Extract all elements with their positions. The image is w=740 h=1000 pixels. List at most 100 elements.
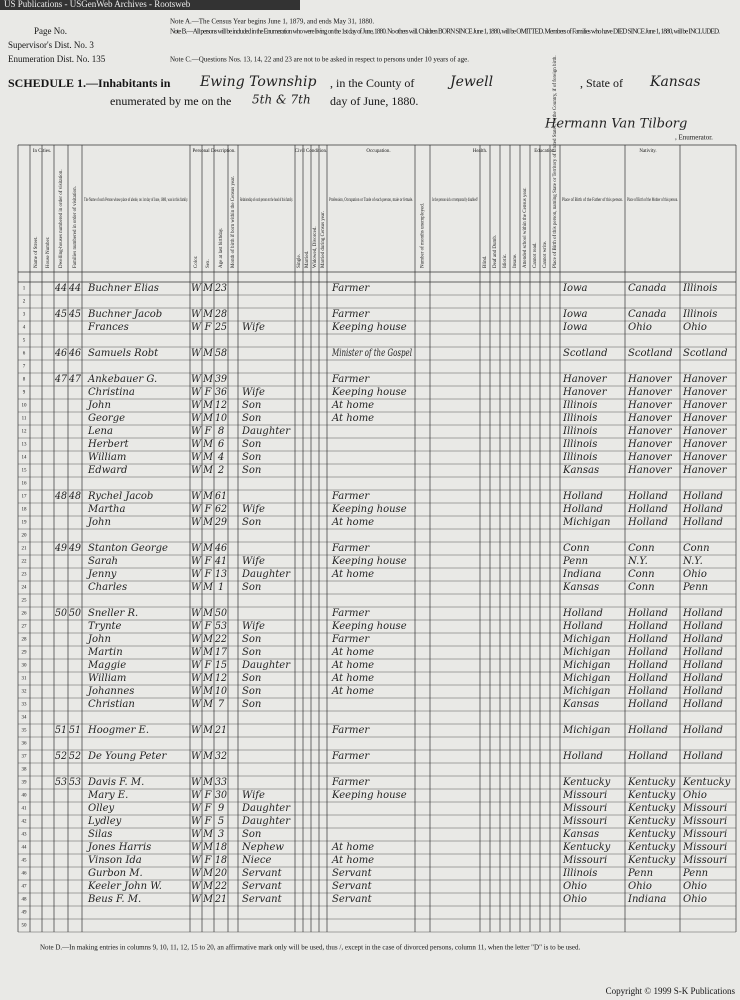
color: W	[191, 699, 202, 710]
color: W	[191, 452, 202, 463]
birthplace: Holland	[562, 751, 603, 762]
line-number: 8	[23, 378, 26, 383]
mother-birthplace: Conn	[683, 543, 710, 554]
line-number: 3	[23, 313, 26, 318]
mother-birthplace: Ohio	[683, 569, 707, 580]
person-name: John	[86, 634, 111, 645]
birthplace: Michigan	[562, 686, 610, 697]
father-birthplace: Hanover	[627, 465, 673, 476]
age: 36	[215, 387, 228, 398]
group-header: Occupation.	[366, 149, 390, 154]
sex: M	[202, 543, 214, 554]
line-number: 15	[22, 469, 28, 474]
column-header: Attended school within the Census year.	[523, 187, 528, 268]
occupation: Farmer	[331, 634, 370, 645]
age: 58	[215, 348, 227, 359]
relationship: Servant	[242, 894, 283, 905]
sex: F	[204, 387, 213, 398]
age: 32	[215, 751, 227, 762]
age: 21	[214, 894, 227, 905]
column-header: Dwelling-houses numbered in order of vis…	[59, 169, 64, 268]
birthplace: Michigan	[562, 673, 610, 684]
color: W	[191, 569, 202, 580]
father-birthplace: Holland	[627, 751, 668, 762]
sex: F	[204, 569, 213, 580]
family: 46	[68, 348, 82, 359]
person-name: Keeler John W.	[87, 881, 162, 892]
mother-birthplace: Penn	[682, 582, 708, 593]
birthplace: Iowa	[562, 322, 588, 333]
mother-birthplace: Holland	[682, 634, 723, 645]
relationship: Daughter	[241, 569, 291, 580]
mother-birthplace: Penn	[682, 868, 708, 879]
sex: F	[204, 855, 213, 866]
color: W	[191, 751, 202, 762]
family: 51	[69, 725, 81, 736]
birthplace: Illinois	[562, 426, 597, 437]
person-name: Christian	[88, 699, 135, 710]
person-name: Davis F. M.	[87, 777, 144, 788]
month: day of June, 1880.	[330, 94, 418, 108]
mother-birthplace: Scotland	[683, 348, 728, 359]
line-number: 36	[22, 742, 28, 747]
line-number: 7	[23, 365, 26, 370]
color: W	[191, 504, 202, 515]
banner: US Publications - USGenWeb Archives - Ro…	[4, 0, 191, 9]
color: W	[191, 348, 202, 359]
group-header: Education.	[534, 149, 556, 154]
person-name: Martha	[87, 504, 125, 515]
age: 12	[215, 400, 227, 411]
person-name: William	[88, 673, 126, 684]
age: 18	[215, 855, 227, 866]
dwelling: 44	[54, 283, 67, 294]
line-number: 39	[22, 781, 28, 786]
birthplace: Indiana	[562, 569, 601, 580]
birthplace: Illinois	[562, 452, 597, 463]
line-number: 35	[22, 729, 28, 734]
mother-birthplace: Holland	[682, 621, 723, 632]
age: 28	[214, 309, 227, 320]
person-name: Ankebauer G.	[87, 374, 157, 385]
relationship: Daughter	[241, 816, 291, 827]
line-number: 37	[22, 755, 28, 760]
relationship: Son	[242, 634, 261, 645]
note-a: Note A.—The Census Year begins June 1, 1…	[170, 18, 374, 26]
father-birthplace: Hanover	[627, 439, 673, 450]
line-number: 26	[22, 612, 28, 617]
column-header: House Number.	[46, 237, 51, 268]
sex: M	[202, 894, 214, 905]
relationship: Son	[242, 465, 261, 476]
age: 53	[215, 621, 227, 632]
family: 48	[68, 491, 81, 502]
occupation: At home	[331, 400, 374, 411]
age: 22	[214, 634, 227, 645]
relationship: Son	[242, 582, 261, 593]
father-birthplace: Holland	[627, 725, 668, 736]
birthplace: Missouri	[562, 855, 607, 866]
occupation: Keeping house	[331, 504, 407, 515]
birthplace: Conn	[563, 543, 590, 554]
age: 12	[215, 673, 227, 684]
sex: M	[202, 582, 214, 593]
dwelling: 45	[54, 309, 67, 320]
occupation: Servant	[332, 881, 373, 892]
line-number: 10	[22, 404, 28, 409]
line-number: 29	[22, 651, 28, 656]
person-name: Rychel Jacob	[87, 491, 153, 502]
sex: M	[202, 868, 214, 879]
column-header: Blind.	[483, 256, 488, 268]
line-number: 43	[22, 833, 28, 838]
occupation: At home	[331, 660, 374, 671]
state: Kansas	[649, 74, 701, 90]
sex: M	[202, 829, 214, 840]
color: W	[191, 322, 202, 333]
father-birthplace: Kentucky	[627, 842, 676, 853]
birthplace: Holland	[562, 504, 603, 515]
birthplace: Ohio	[563, 894, 587, 905]
occupation: Servant	[332, 894, 373, 905]
line-number: 6	[23, 352, 26, 357]
line-number: 44	[22, 846, 28, 851]
line-number: 33	[22, 703, 28, 708]
father-birthplace: Holland	[627, 686, 668, 697]
